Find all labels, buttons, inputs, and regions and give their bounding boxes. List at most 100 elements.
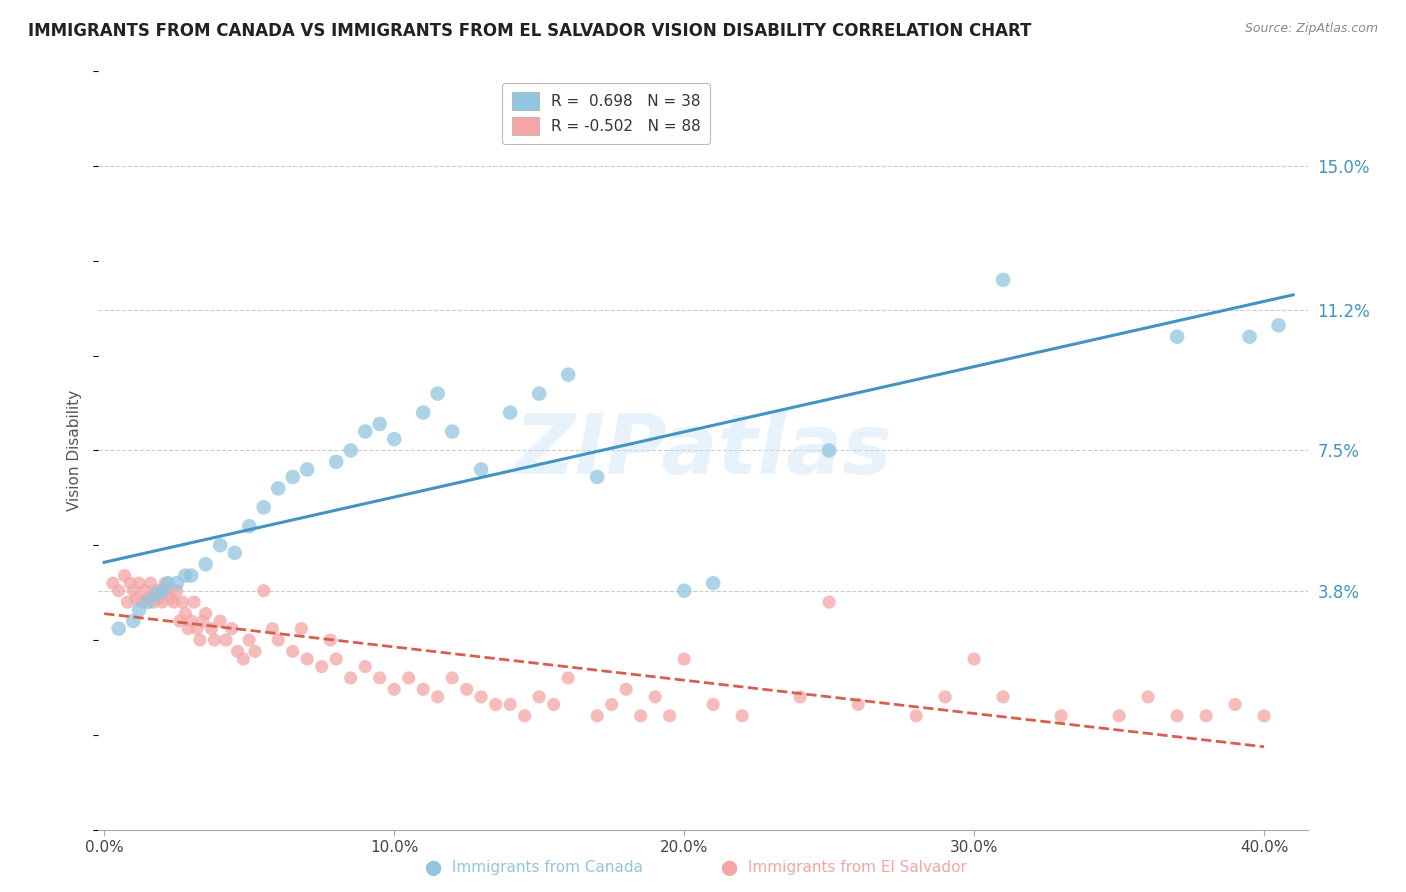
Point <box>470 462 492 476</box>
Point <box>136 591 159 606</box>
Point <box>934 690 956 704</box>
Point <box>139 576 162 591</box>
Point <box>339 443 361 458</box>
Point <box>202 633 225 648</box>
Point <box>267 482 290 496</box>
Point <box>156 576 179 591</box>
Point <box>253 500 276 515</box>
Point <box>319 633 342 648</box>
Point <box>991 690 1014 704</box>
Point <box>513 708 536 723</box>
Point <box>354 425 377 439</box>
Point <box>226 644 249 658</box>
Point <box>630 708 652 723</box>
Point <box>1166 708 1188 723</box>
Point <box>243 644 266 658</box>
Point <box>818 443 841 458</box>
Point <box>107 622 129 636</box>
Point <box>153 576 176 591</box>
Point <box>382 682 405 697</box>
Point <box>673 652 696 666</box>
Point <box>382 432 405 446</box>
Point <box>120 576 142 591</box>
Point <box>114 568 136 582</box>
Point <box>325 455 347 469</box>
Point <box>398 671 420 685</box>
Text: IMMIGRANTS FROM CANADA VS IMMIGRANTS FROM EL SALVADOR VISION DISABILITY CORRELAT: IMMIGRANTS FROM CANADA VS IMMIGRANTS FRO… <box>28 22 1032 40</box>
Point <box>1267 318 1289 333</box>
Point <box>586 708 609 723</box>
Point <box>731 708 754 723</box>
Point <box>1050 708 1073 723</box>
Point <box>991 273 1014 287</box>
Point <box>456 682 478 697</box>
Point <box>174 568 197 582</box>
Point <box>412 682 434 697</box>
Point <box>160 591 183 606</box>
Point <box>128 576 150 591</box>
Point <box>224 546 246 560</box>
Point <box>107 583 129 598</box>
Point <box>150 583 173 598</box>
Point <box>238 519 260 533</box>
Point <box>232 652 254 666</box>
Point <box>142 595 165 609</box>
Point <box>1253 708 1275 723</box>
Point <box>499 698 522 712</box>
Point <box>963 652 986 666</box>
Point <box>128 603 150 617</box>
Point <box>117 595 139 609</box>
Point <box>586 470 609 484</box>
Point <box>905 708 928 723</box>
Point <box>368 417 391 431</box>
Point <box>702 698 724 712</box>
Point <box>238 633 260 648</box>
Point <box>183 595 205 609</box>
Point <box>145 588 167 602</box>
Point <box>134 583 156 598</box>
Point <box>186 622 208 636</box>
Point <box>1239 330 1261 344</box>
Point <box>150 595 173 609</box>
Point <box>658 708 681 723</box>
Point <box>412 405 434 420</box>
Point <box>221 622 243 636</box>
Point <box>702 576 724 591</box>
Point <box>163 595 186 609</box>
Point <box>295 652 318 666</box>
Point <box>253 583 276 598</box>
Point <box>174 607 197 621</box>
Text: ⬤  Immigrants from Canada: ⬤ Immigrants from Canada <box>425 860 644 876</box>
Point <box>325 652 347 666</box>
Point <box>101 576 124 591</box>
Point <box>1195 708 1218 723</box>
Point <box>188 633 211 648</box>
Point <box>557 368 579 382</box>
Point <box>172 595 194 609</box>
Point <box>191 614 214 628</box>
Point <box>846 698 869 712</box>
Point <box>311 659 333 673</box>
Point <box>215 633 238 648</box>
Point <box>281 470 304 484</box>
Point <box>527 386 550 401</box>
Text: ZIPatlas: ZIPatlas <box>515 410 891 491</box>
Point <box>125 591 148 606</box>
Point <box>557 671 579 685</box>
Text: ⬤  Immigrants from El Salvador: ⬤ Immigrants from El Salvador <box>721 860 966 876</box>
Point <box>441 671 464 685</box>
Point <box>148 591 170 606</box>
Point <box>673 583 696 598</box>
Point <box>368 671 391 685</box>
Point <box>122 583 145 598</box>
Point <box>145 583 167 598</box>
Text: Source: ZipAtlas.com: Source: ZipAtlas.com <box>1244 22 1378 36</box>
Point <box>543 698 565 712</box>
Point <box>485 698 508 712</box>
Point <box>166 576 188 591</box>
Point <box>290 622 312 636</box>
Y-axis label: Vision Disability: Vision Disability <box>67 390 83 511</box>
Point <box>194 557 217 572</box>
Point <box>600 698 623 712</box>
Point <box>122 614 145 628</box>
